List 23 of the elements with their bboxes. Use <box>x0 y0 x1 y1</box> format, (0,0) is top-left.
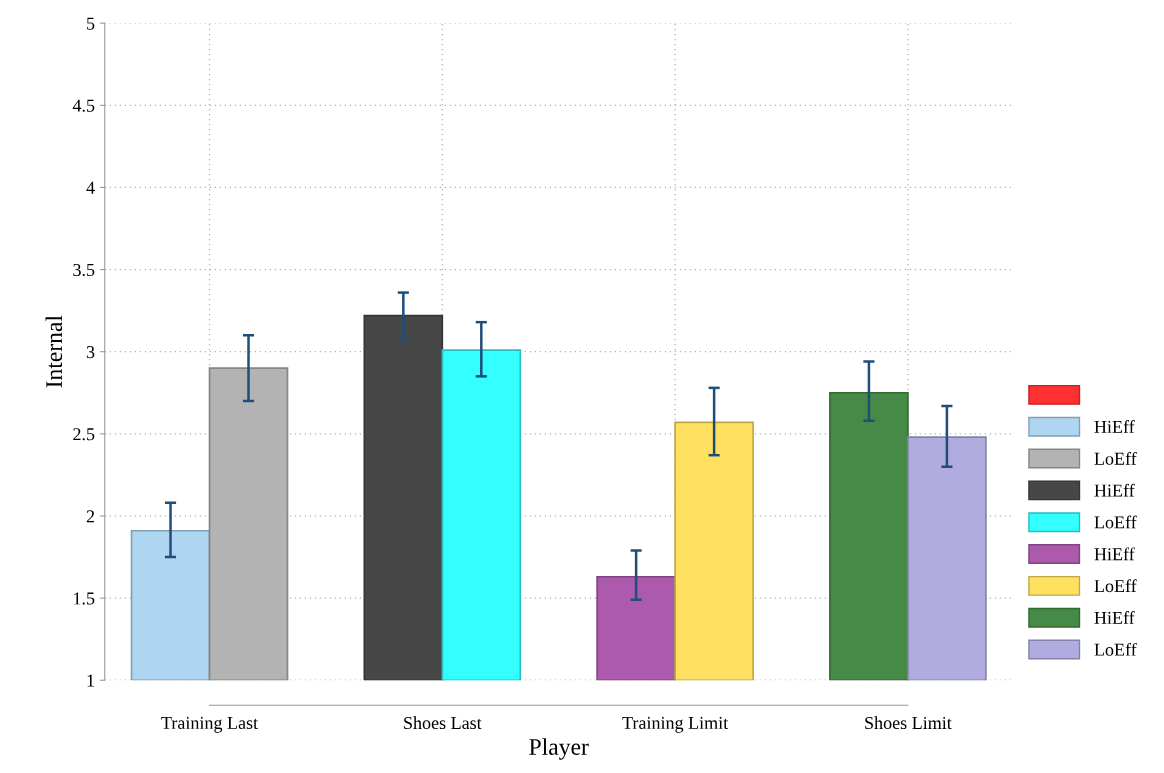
legend-label: HiEff <box>1094 547 1135 561</box>
y-tick-label: 5 <box>87 17 95 30</box>
x-axis-title: Player <box>529 738 589 760</box>
legend-label: HiEff <box>1094 611 1135 624</box>
y-tick-label: 4 <box>86 181 95 194</box>
legend-label: HiEff <box>1094 420 1135 433</box>
y-tick-label: 2 <box>86 510 95 523</box>
x-tick-label: Shoes Limit <box>865 716 952 730</box>
y-tick-label: 1 <box>87 674 94 687</box>
y-tick-label: 1.5 <box>74 592 95 605</box>
legend-label: HiEff <box>1094 483 1135 497</box>
legend-label: LoEff <box>1094 642 1137 656</box>
y-axis-title: Internal <box>45 315 63 388</box>
y-tick-label: 3 <box>86 346 95 359</box>
x-tick-label: Training Last <box>161 716 258 733</box>
x-tick-label: Shoes Last <box>404 716 482 730</box>
legend-label: LoEff <box>1094 579 1137 593</box>
legend-label: LoEff <box>1094 515 1137 529</box>
x-tick-label: Training Limit <box>622 716 729 733</box>
y-tick-label: 3.5 <box>73 263 95 277</box>
y-tick-label: 2.5 <box>73 428 95 441</box>
legend-label: LoEff <box>1094 451 1137 465</box>
y-tick-label: 4.5 <box>72 99 95 112</box>
